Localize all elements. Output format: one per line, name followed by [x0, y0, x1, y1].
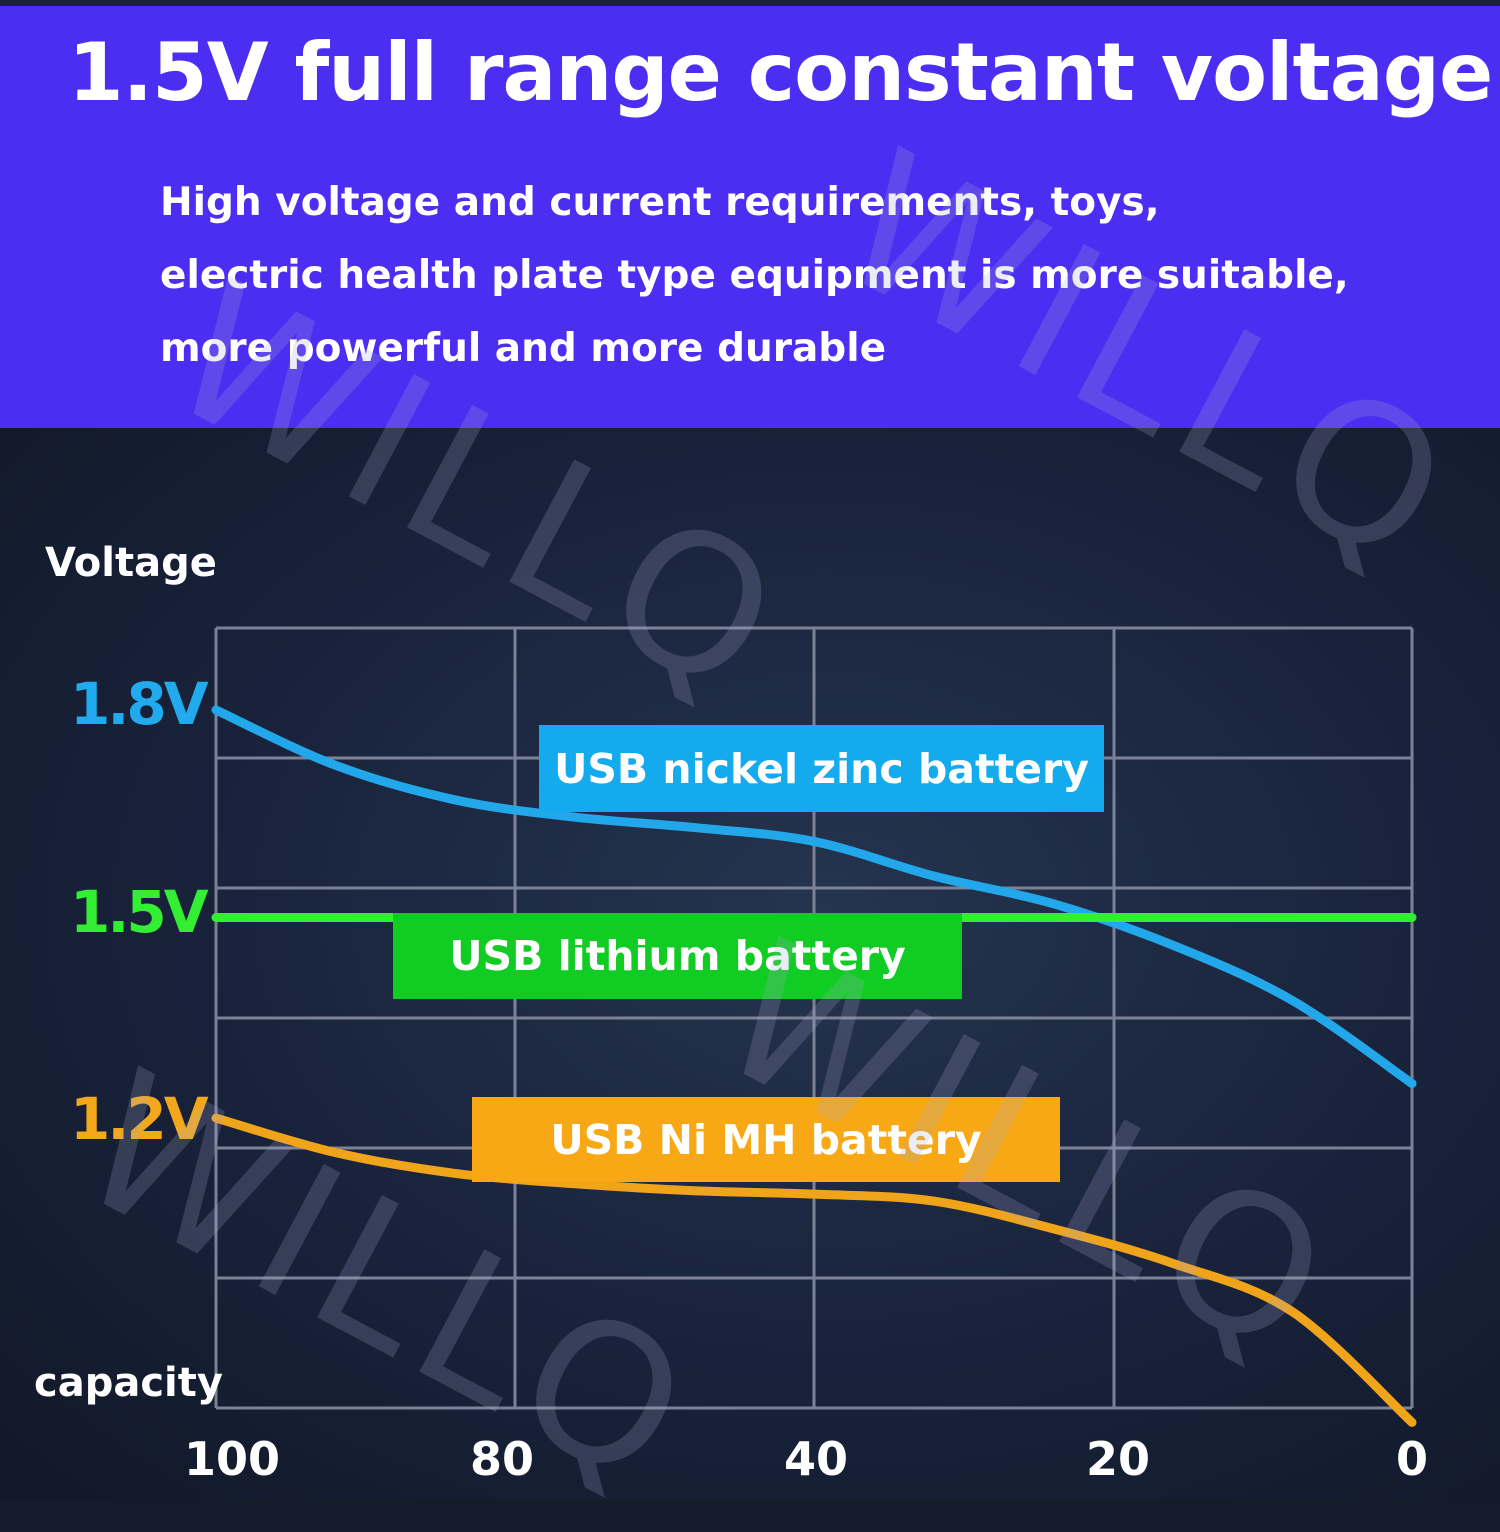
description-line-2: electric health plate type equipment is …	[160, 253, 1349, 298]
series-line-0	[211, 705, 1417, 1088]
page-title: 1.5V full range constant voltage	[68, 26, 1493, 119]
x-tick-label-3: 20	[1086, 1432, 1151, 1486]
x-axis-label: capacity	[34, 1360, 223, 1406]
x-tick-label-2: 40	[784, 1432, 849, 1486]
description-line-1: High voltage and current requirements, t…	[160, 180, 1160, 225]
y-tick-label-2: 1.2V	[70, 1085, 209, 1153]
series-label-1: USB lithium battery	[393, 913, 962, 999]
x-tick-label-1: 80	[470, 1432, 535, 1486]
series-label-2: USB Ni MH battery	[472, 1097, 1060, 1182]
y-tick-label-0: 1.8V	[70, 670, 209, 738]
y-tick-label-1: 1.5V	[70, 877, 209, 946]
series-label-0: USB nickel zinc battery	[539, 725, 1104, 812]
header-banner: 1.5V full range constant voltage High vo…	[0, 6, 1500, 428]
series-line-2	[211, 1113, 1417, 1427]
x-tick-label-4: 0	[1396, 1432, 1429, 1486]
description-line-3: more powerful and more durable	[160, 326, 887, 371]
x-tick-label-0: 100	[184, 1432, 281, 1486]
description: High voltage and current requirements, t…	[160, 166, 1380, 385]
top-border	[0, 0, 1500, 6]
y-axis-label: Voltage	[45, 540, 217, 586]
voltage-chart	[211, 626, 1417, 1427]
